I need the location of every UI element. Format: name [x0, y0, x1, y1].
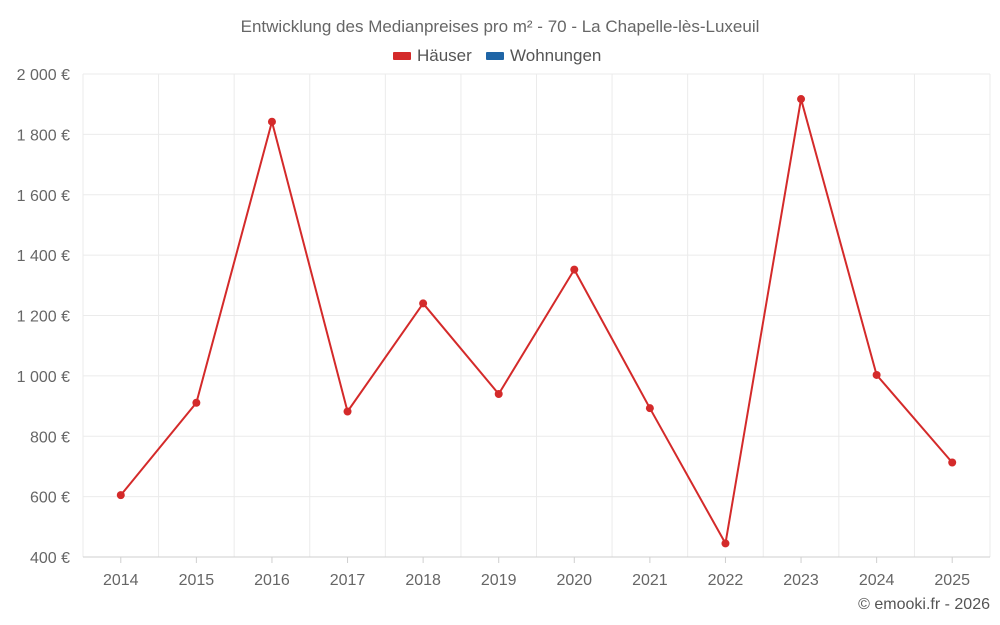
x-tick-label: 2015	[179, 572, 215, 589]
data-point-2015[interactable]	[192, 398, 201, 407]
axes: 400 € 600 € 800 € 1 000 € 1 200 € 1 400 € 1 60…	[17, 67, 990, 589]
data-point-2019[interactable]	[494, 389, 503, 398]
series-line	[120, 98, 953, 545]
x-tick-label: 2020	[556, 572, 592, 589]
x-tick-label: 2017	[330, 572, 366, 589]
data-point-2025[interactable]	[948, 458, 957, 467]
data-point-2022[interactable]	[721, 539, 730, 548]
data-point-2018[interactable]	[419, 299, 428, 308]
y-tick-label: 2 000 €	[17, 67, 70, 84]
legend-item-wohnungen[interactable]: Wohnungen	[486, 46, 601, 65]
y-tick-label: 1 000 €	[17, 369, 70, 386]
data-point-2017[interactable]	[343, 407, 352, 416]
legend: Häuser Wohnungen	[393, 46, 601, 65]
series-haeuser	[116, 95, 957, 548]
data-point-2016[interactable]	[267, 117, 276, 126]
y-tick-label: 800 €	[30, 429, 70, 446]
data-point-2023[interactable]	[797, 95, 806, 104]
x-tick-label: 2023	[783, 572, 819, 589]
credit-text: © emooki.fr - 2026	[858, 596, 990, 613]
y-tick-label: 1 600 €	[17, 188, 70, 205]
y-tick-label: 1 400 €	[17, 248, 70, 265]
legend-label-wohnungen: Wohnungen	[510, 46, 601, 65]
legend-swatch-wohnungen	[486, 52, 504, 60]
legend-swatch-haeuser	[393, 52, 411, 60]
data-point-2020[interactable]	[570, 265, 579, 274]
data-point-2024[interactable]	[872, 370, 881, 379]
x-tick-label: 2016	[254, 572, 290, 589]
data-point-2014[interactable]	[116, 491, 125, 500]
x-tick-label: 2021	[632, 572, 668, 589]
x-tick-label: 2022	[708, 572, 744, 589]
data-point-2021[interactable]	[645, 404, 654, 413]
y-tick-label: 600 €	[30, 490, 70, 507]
legend-label-haeuser: Häuser	[417, 46, 472, 65]
x-tick-label: 2014	[103, 572, 139, 589]
chart-title: Entwicklung des Medianpreises pro m² - 7…	[241, 17, 760, 36]
x-tick-label: 2024	[859, 572, 895, 589]
legend-item-haeuser[interactable]: Häuser	[393, 46, 472, 65]
y-tick-label: 1 200 €	[17, 309, 70, 326]
x-tick-label: 2018	[405, 572, 441, 589]
x-tick-label: 2025	[934, 572, 970, 589]
x-tick-label: 2019	[481, 572, 517, 589]
y-tick-label: 1 800 €	[17, 127, 70, 144]
y-tick-label: 400 €	[30, 550, 70, 567]
